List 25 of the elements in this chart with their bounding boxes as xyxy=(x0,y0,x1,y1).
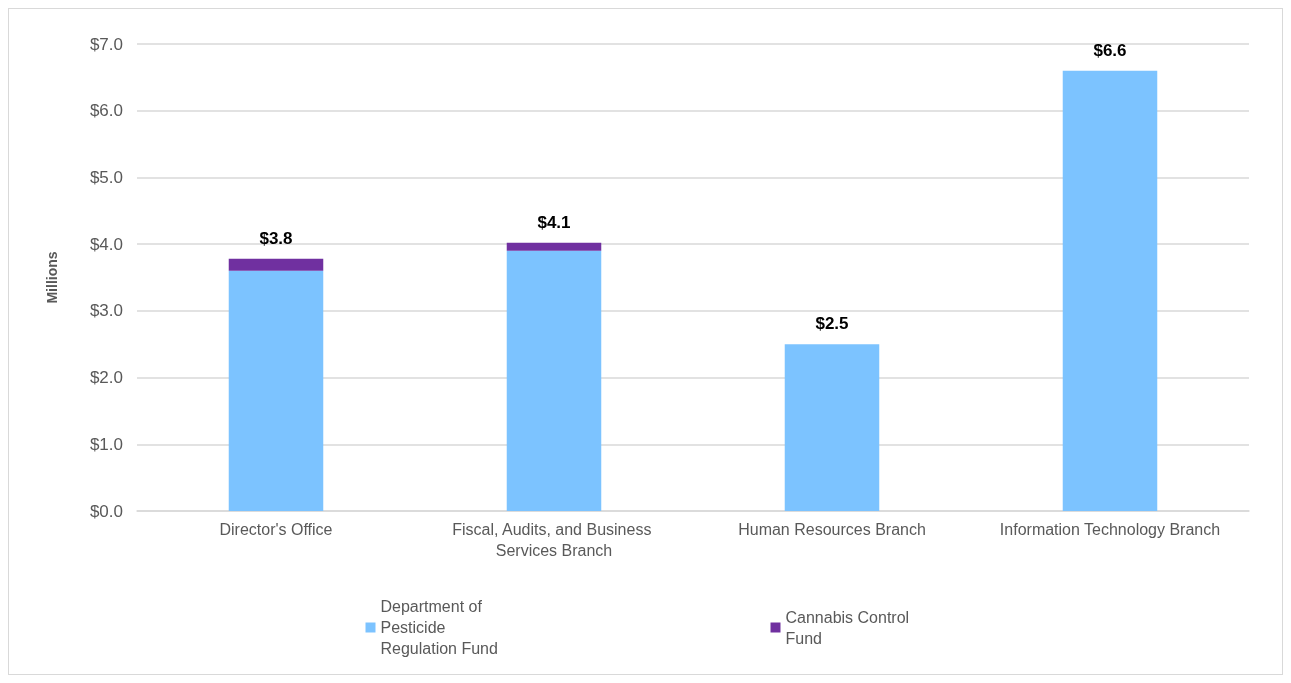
x-tick-label: Human Resources Branch xyxy=(738,521,926,538)
y-tick-label: $4.0 xyxy=(89,234,123,254)
y-tick-label: $3.0 xyxy=(89,301,123,321)
y-tick-label: $6.0 xyxy=(89,101,123,121)
total-label: $2.5 xyxy=(815,314,849,334)
x-tick-label: Information Technology Branch xyxy=(999,521,1221,538)
bar xyxy=(228,270,324,511)
y-tick-label: $0.0 xyxy=(89,501,123,521)
y-axis-title: Millions xyxy=(44,251,60,304)
bar xyxy=(1062,70,1158,511)
total-label: $6.6 xyxy=(1093,40,1127,60)
bar xyxy=(784,344,880,511)
total-label: $3.8 xyxy=(259,228,293,248)
y-tick-label: $7.0 xyxy=(89,34,123,54)
legend-label: Cannabis Control Fund xyxy=(785,608,914,647)
x-tick-label: Fiscal, Audits, and Business Services Branch xyxy=(452,521,656,559)
y-tick-label: $2.0 xyxy=(89,368,123,388)
bar xyxy=(506,250,602,511)
legend-label: Department of Pesticide Regulation Fund xyxy=(380,598,498,657)
x-tick-label: Director's Office xyxy=(219,521,333,538)
bar xyxy=(228,258,324,271)
total-label: $4.1 xyxy=(537,212,571,232)
y-tick-label: $1.0 xyxy=(89,434,123,454)
bar xyxy=(506,242,602,251)
y-tick-label: $5.0 xyxy=(89,167,123,187)
